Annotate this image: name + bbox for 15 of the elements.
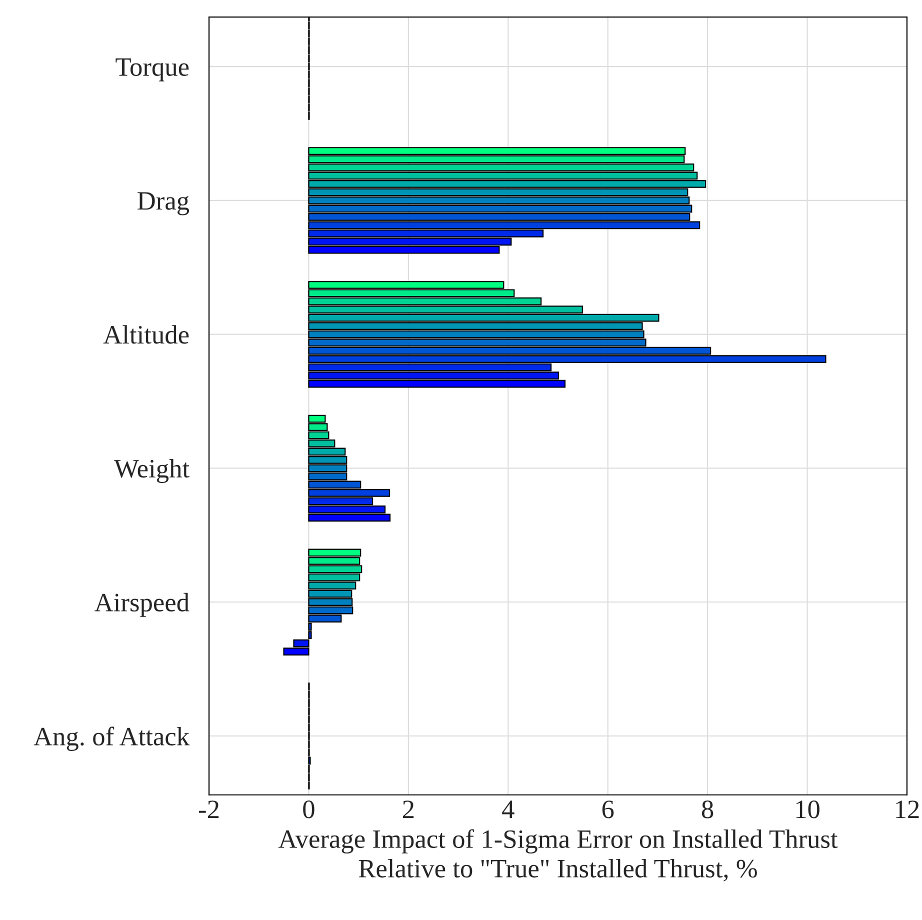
x-tick-label: 8	[702, 800, 714, 818]
y-tick-label: Drag	[138, 192, 190, 216]
y-tick-label: Torque	[116, 58, 189, 82]
y-tick-label: Ang. of Attack	[34, 726, 190, 751]
x-tick-label: 12	[896, 800, 919, 818]
y-tick-label: Weight	[114, 459, 190, 484]
x-tick-label: 0	[303, 800, 314, 818]
x-tick-label: 2	[402, 800, 414, 818]
x-axis-title: Average Impact of 1-Sigma Error on Installed Thrust Relative to "True" Installed Thrust, %	[278, 829, 838, 882]
x-tick-label: -2	[199, 800, 219, 818]
x-tick-label: 6	[602, 800, 614, 818]
y-tick-label: Airspeed	[94, 592, 190, 617]
x-tick-label: 4	[502, 800, 514, 818]
x-tick-label: 10	[796, 800, 820, 818]
y-tick-label: Altitude	[103, 325, 189, 344]
